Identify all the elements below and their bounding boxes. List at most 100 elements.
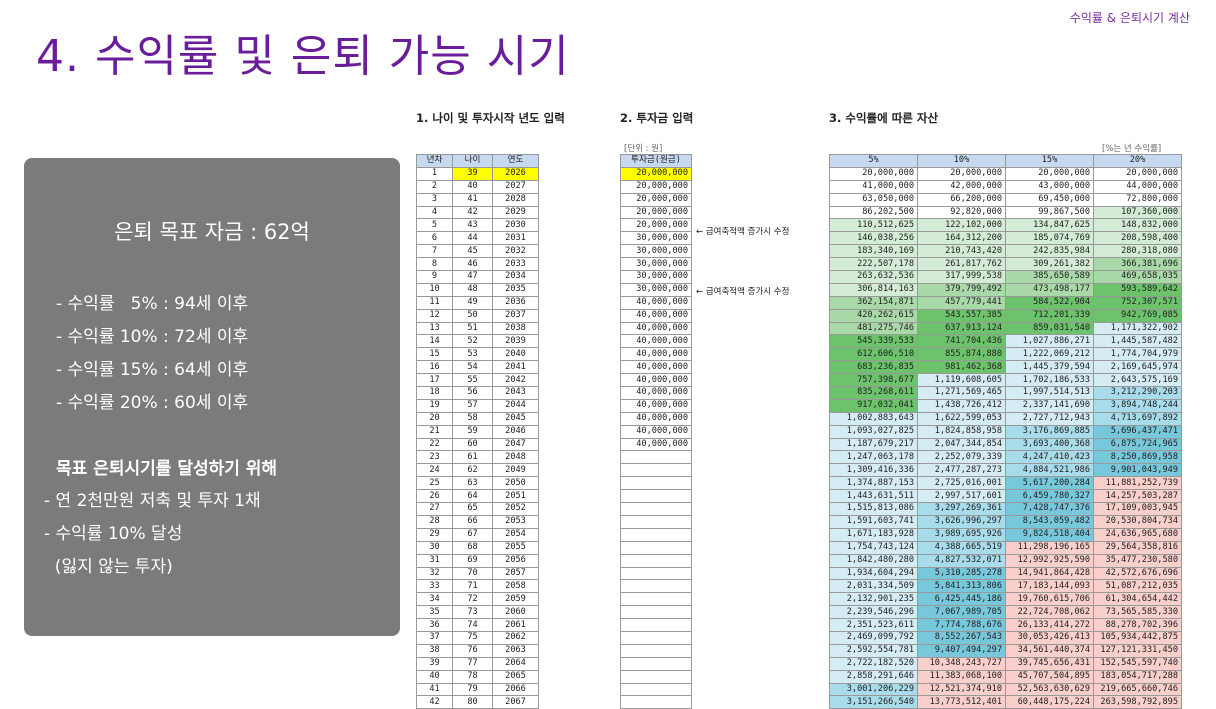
table-cell: 88,278,702,396 [1093,618,1182,632]
table-cell: 14 [416,334,453,349]
table-cell: 49 [452,295,493,310]
table-cell: 105,934,442,875 [1093,630,1182,645]
table-cell: 40,000,000 [620,321,692,336]
table-cell: 146,038,256 [829,231,918,246]
table-cell: 20,000,000 [620,192,692,207]
table-cell: 2045 [492,411,539,426]
table-cell: 1,374,887,153 [829,476,918,491]
table-row: 362,154,871 457,779,441 584,522,904 752,307… [829,295,1182,310]
age-table-header: 연도 [492,154,539,168]
table-cell: 1,187,679,217 [829,437,918,452]
table-cell: 20,000,000 [620,205,692,220]
table-cell: 2053 [492,514,539,529]
table-row: 22 60 2047 [416,437,539,452]
table-cell: 110,512,625 [829,218,918,233]
section-heading-age: 1. 나이 및 투자시작 년도 입력 [416,111,565,125]
table-cell: 9,901,043,949 [1093,463,1182,478]
table-cell: 44,000,000 [1093,179,1182,194]
table-cell: 280,318,080 [1093,244,1182,259]
table-cell: 2038 [492,321,539,336]
table-cell: 40,000,000 [620,308,692,323]
table-cell: 2031 [492,231,539,246]
table-cell: 2,351,523,611 [829,618,918,632]
table-cell: 17,109,003,945 [1093,502,1182,516]
table-cell: 584,522,904 [1005,295,1094,310]
retirement-goal-panel: 은퇴 목표 자금 : 62억 - 수익률 5% : 94세 이후 - 수익률 1… [24,158,400,636]
table-cell: 2,252,079,339 [917,450,1006,465]
table-cell: 54 [452,360,493,375]
table-cell: 473,498,177 [1005,282,1094,297]
table-cell: 2026 [492,166,539,181]
table-cell: 3,212,290,203 [1093,386,1182,400]
table-cell: 3,693,400,368 [1005,437,1094,452]
table-cell: 4,247,410,423 [1005,450,1094,465]
table-cell: 1,591,603,741 [829,514,918,529]
table-cell: 40,000,000 [620,360,692,375]
table-row: 40,000,000 [620,334,692,349]
table-cell: 1,027,886,271 [1005,334,1094,349]
table-cell: 2035 [492,282,539,297]
table-cell: 37 [416,630,453,645]
table-cell: 75 [452,630,493,645]
table-cell: 210,743,420 [917,244,1006,259]
age-table-header: 년차 [416,154,453,168]
table-cell: 11,881,252,739 [1093,476,1182,491]
table-cell: 68 [452,540,493,555]
table-row: 41 79 2066 [416,682,539,697]
table-row: 23 61 2048 [416,450,539,465]
table-row: 612,606,510 855,874,880 1,222,069,212 1,774… [829,347,1182,362]
table-cell: 859,031,540 [1005,321,1094,336]
table-cell: 855,874,880 [917,347,1006,362]
table-row: 1,443,631,511 2,997,517,601 6,459,780,327 1… [829,489,1182,504]
table-cell: 63,050,000 [829,192,918,207]
table-row: 86,202,500 92,820,000 99,867,500 107,360,00… [829,205,1182,220]
table-cell [620,605,692,620]
table-cell: 543,557,385 [917,308,1006,323]
table-row [620,489,692,504]
table-cell: 20,000,000 [917,166,1006,181]
table-cell: 469,658,035 [1093,270,1182,284]
table-cell: 61,304,654,442 [1093,592,1182,607]
table-cell: 44 [452,231,493,246]
table-row: 39 77 2064 [416,656,539,671]
table-row: 835,268,611 1,271,569,465 1,997,514,513 3,2… [829,386,1182,400]
table-row: 183,340,169 210,743,420 242,835,984 280,318… [829,244,1182,259]
table-row: 25 63 2050 [416,476,539,491]
table-cell: 17,183,144,093 [1005,579,1094,594]
table-cell: 40 [452,179,493,194]
table-cell: 30 [416,540,453,555]
table-row: 37 75 2062 [416,630,539,645]
table-row: 20,000,000 [620,179,692,194]
table-row: 40,000,000 [620,373,692,388]
table-row: 2,469,099,792 8,552,267,543 30,053,426,413… [829,630,1182,645]
table-row: 34 72 2059 [416,592,539,607]
table-cell: 1,093,027,825 [829,424,918,439]
table-cell: 71 [452,579,493,594]
table-cell: 3,297,269,361 [917,502,1006,516]
table-cell: 40,000,000 [620,334,692,349]
table-cell: 1,119,608,605 [917,373,1006,388]
table-row: 1,093,027,825 1,824,858,958 3,176,869,885 5… [829,424,1182,439]
table-cell: 33 [416,579,453,594]
table-cell: 29,564,358,816 [1093,540,1182,555]
page-title: 4. 수익률 및 은퇴 가능 시기 [36,31,570,82]
table-row: 2,722,182,520 10,348,243,727 39,745,656,43… [829,656,1182,671]
table-cell: 2043 [492,386,539,400]
table-row: 29 67 2054 [416,527,539,542]
table-cell: 242,835,984 [1005,244,1094,259]
table-cell: 35 [416,605,453,620]
table-row: 222,507,178 261,817,762 309,261,382 366,381… [829,257,1182,272]
table-row: 10 48 2035 [416,282,539,297]
table-cell: 47 [452,270,493,284]
table-cell: 8,552,267,543 [917,630,1006,645]
table-cell: 40,000,000 [620,373,692,388]
table-cell: 2,031,334,509 [829,579,918,594]
plan-item: - 수익률 10% 달성 [44,524,183,544]
table-cell: 942,769,085 [1093,308,1182,323]
table-row: 2,132,901,235 6,425,445,186 19,760,615,706… [829,592,1182,607]
salary-increase-note: ← 급여축적액 증가시 수정 [696,287,790,297]
salary-increase-note: ← 급여축적액 증가시 수정 [696,227,790,237]
rate-item: - 수익률 5% : 94세 이후 [56,294,249,314]
table-cell [620,463,692,478]
table-cell: 41 [452,192,493,207]
